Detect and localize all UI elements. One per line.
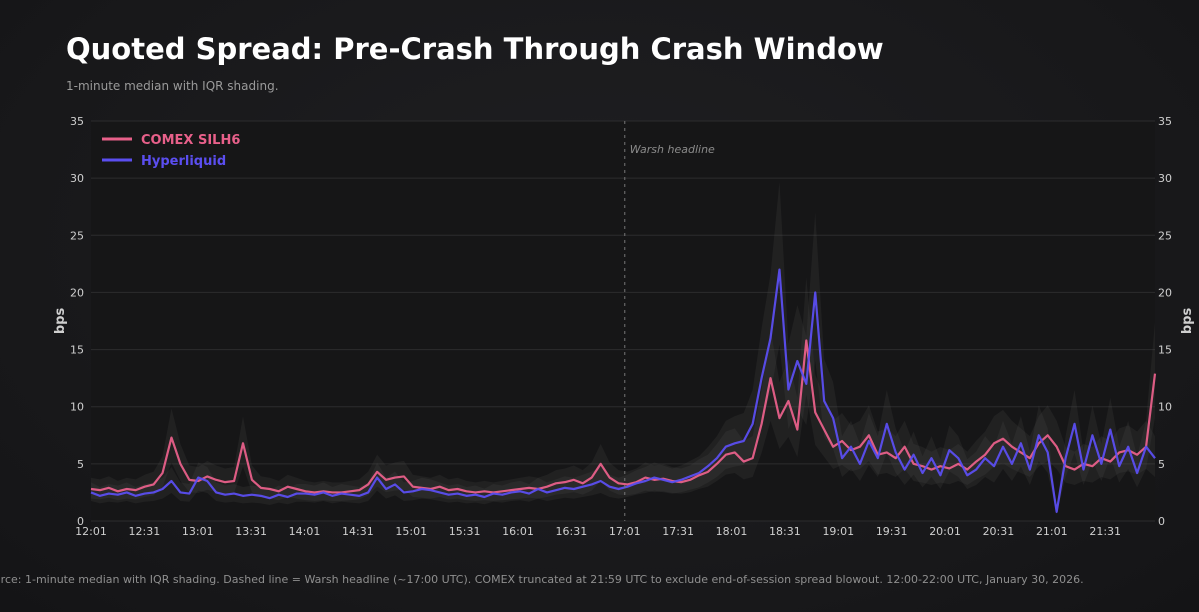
chart-title: Quoted Spread: Pre-Crash Through Crash W… — [66, 32, 884, 66]
y-tick-right: 15 — [1158, 344, 1172, 357]
x-tick: 20:31 — [983, 525, 1015, 538]
series-line-hyperliquid — [90, 268, 1156, 513]
y-tick-left: 30 — [70, 172, 84, 185]
y-tick-right: 5 — [1158, 458, 1165, 471]
chart-subtitle: 1-minute median with IQR shading. — [66, 79, 279, 93]
y-tick-left: 10 — [70, 401, 84, 414]
iqr-band-comex — [91, 277, 1155, 501]
x-tick: 13:31 — [235, 525, 267, 538]
y-axis-label-right: bps — [1180, 308, 1195, 335]
x-tick: 21:01 — [1036, 525, 1068, 538]
footer-note: Source: 1-minute median with IQR shading… — [0, 573, 1084, 586]
warsh-headline-label: Warsh headline — [630, 143, 715, 156]
y-axis-label-left: bps — [53, 308, 68, 335]
y-tick-left: 25 — [70, 229, 84, 242]
x-tick: 17:01 — [609, 525, 641, 538]
y-tick-left: 20 — [70, 286, 84, 299]
y-tick-left: 0 — [77, 515, 84, 528]
x-tick: 18:01 — [716, 525, 748, 538]
x-tick: 15:31 — [449, 525, 481, 538]
x-tick: 19:31 — [876, 525, 908, 538]
x-tick: 16:31 — [556, 525, 588, 538]
series-line-comex — [90, 339, 1157, 494]
legend-label-comex: COMEX SILH6 — [141, 133, 240, 148]
y-tick-right: 0 — [1158, 515, 1165, 528]
legend-label-hyperliquid: Hyperliquid — [141, 154, 226, 169]
x-tick: 21:31 — [1089, 525, 1121, 538]
x-tick: 13:01 — [182, 525, 214, 538]
y-tick-left: 35 — [70, 115, 84, 128]
y-tick-right: 30 — [1158, 172, 1172, 185]
y-tick-right: 10 — [1158, 401, 1172, 414]
x-tick: 18:31 — [769, 525, 801, 538]
y-tick-left: 5 — [77, 458, 84, 471]
x-tick: 15:01 — [395, 525, 427, 538]
x-tick: 12:31 — [129, 525, 161, 538]
y-tick-right: 35 — [1158, 115, 1172, 128]
y-tick-right: 20 — [1158, 286, 1172, 299]
x-tick: 16:01 — [502, 525, 534, 538]
legend: COMEX SILH6 Hyperliquid — [102, 133, 240, 169]
x-tick: 19:01 — [822, 525, 854, 538]
y-tick-right: 25 — [1158, 229, 1172, 242]
y-tick-left: 15 — [70, 344, 84, 357]
plot-area — [91, 121, 1155, 521]
x-tick: 14:31 — [342, 525, 374, 538]
x-tick: 14:01 — [289, 525, 321, 538]
x-tick: 12:01 — [75, 525, 107, 538]
x-tick: 17:31 — [662, 525, 694, 538]
x-tick: 20:01 — [929, 525, 961, 538]
